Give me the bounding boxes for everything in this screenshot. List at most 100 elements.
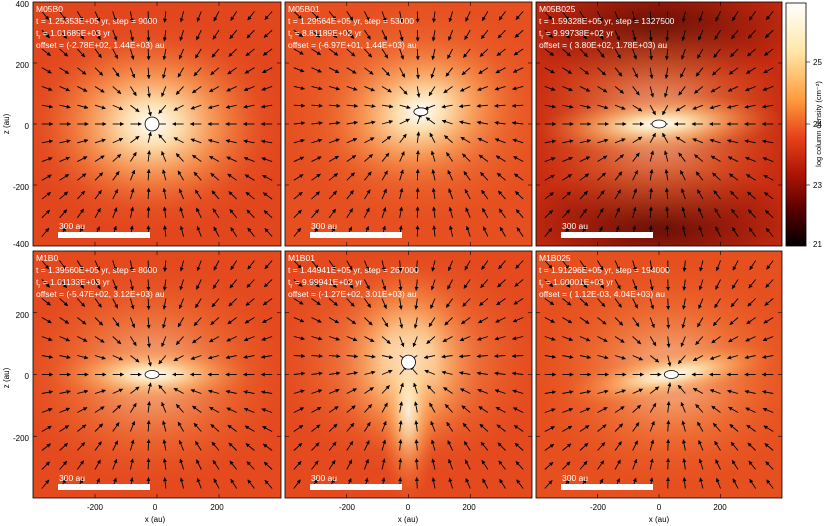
velocity-arrow [662,105,669,116]
velocity-arrow [562,390,574,395]
velocity-arrow [441,370,453,375]
y-tick-label: 400 [16,0,30,9]
velocity-arrow [311,389,323,394]
velocity-arrow [243,354,255,359]
velocity-arrow [227,424,237,432]
velocity-arrow [41,11,50,21]
velocity-arrow [515,11,524,20]
velocity-arrow [399,118,410,125]
velocity-arrow [146,420,151,432]
velocity-arrow [173,137,184,144]
velocity-arrow [59,389,71,394]
velocity-arrow [246,461,255,470]
velocity-arrow [129,206,135,218]
velocity-arrow [666,317,671,329]
panel-title: M1B01 [288,253,315,263]
velocity-arrow [614,171,623,181]
velocity-arrow [731,226,739,237]
velocity-arrow [293,156,305,162]
panel-m05b01: M05B01 t = 1.29564E+05 yr, step = 53000 tr… [284,1,533,247]
velocity-arrow [579,279,588,289]
velocity-arrow [293,353,306,358]
velocity-arrow [682,439,686,451]
velocity-arrow [162,279,167,291]
velocity-arrow [76,442,86,451]
velocity-arrow [41,354,54,359]
velocity-arrow [59,260,67,270]
velocity-arrow [162,420,167,432]
velocity-arrow [293,424,304,432]
velocity-arrow [94,189,102,200]
velocity-arrow [262,192,273,200]
velocity-arrow [415,48,420,61]
velocity-arrow [381,188,387,200]
velocity-arrow [430,150,436,162]
velocity-arrow [262,425,273,432]
velocity-arrow [262,174,273,181]
velocity-arrow [293,86,305,91]
velocity-arrow [381,135,392,144]
velocity-arrow [381,369,393,375]
velocity-arrow [698,11,704,23]
velocity-arrow [381,11,387,23]
velocity-arrow [193,422,202,432]
velocity-arrow [311,336,323,341]
panel-m1b01: M1B01 t = 1.44941E+05 yr, step = 267000 tr… [284,250,533,499]
velocity-arrow [293,279,303,287]
velocity-arrow [649,279,654,291]
velocity-arrow [478,317,489,324]
velocity-arrow [632,388,644,394]
velocity-arrow [328,208,337,219]
velocity-arrow [698,207,704,219]
velocity-arrow [747,298,756,307]
velocity-arrow [311,317,322,323]
velocity-arrow [544,279,554,288]
velocity-arrow [264,11,273,20]
velocity-arrow [243,156,255,162]
velocity-arrow [465,207,471,219]
velocity-arrow [429,402,436,413]
velocity-arrow [311,156,322,162]
velocity-arrow [293,442,303,451]
velocity-arrow [328,279,337,289]
velocity-arrow [747,29,756,39]
velocity-arrow [311,442,320,451]
velocity-arrow [614,423,624,432]
velocity-arrow [514,279,524,287]
velocity-arrow [765,227,774,237]
velocity-arrow [463,48,471,58]
velocity-arrow [515,461,524,470]
velocity-arrow [597,460,605,470]
velocity-arrow [614,298,622,308]
velocity-arrow [712,67,721,76]
velocity-arrow [130,86,137,97]
y-tick-label: -200 [13,183,30,192]
velocity-arrow [614,104,626,110]
velocity-arrow [728,406,739,413]
velocity-arrow [665,206,670,218]
velocity-arrow [443,86,453,94]
velocity-arrow [112,317,120,327]
velocity-arrow [381,207,387,218]
velocity-arrow [260,354,273,359]
velocity-arrow [762,354,774,359]
velocity-arrow [430,420,436,432]
velocity-arrow [293,174,304,181]
velocity-arrow [381,279,387,291]
velocity-arrow [328,173,338,181]
velocity-arrow [562,298,572,306]
velocity-arrow [229,460,238,470]
velocity-arrow [263,29,273,38]
velocity-arrow [192,405,202,413]
velocity-arrow [210,317,220,326]
velocity-arrow [562,156,573,162]
velocity-arrow [632,48,637,60]
velocity-arrow [346,120,359,125]
velocity-arrow [76,190,86,200]
velocity-arrow [94,260,100,271]
velocity-arrow [399,11,404,23]
velocity-arrow [562,279,571,288]
velocity-arrow [732,260,739,271]
velocity-arrow [260,139,273,144]
velocity-arrow [228,48,238,57]
